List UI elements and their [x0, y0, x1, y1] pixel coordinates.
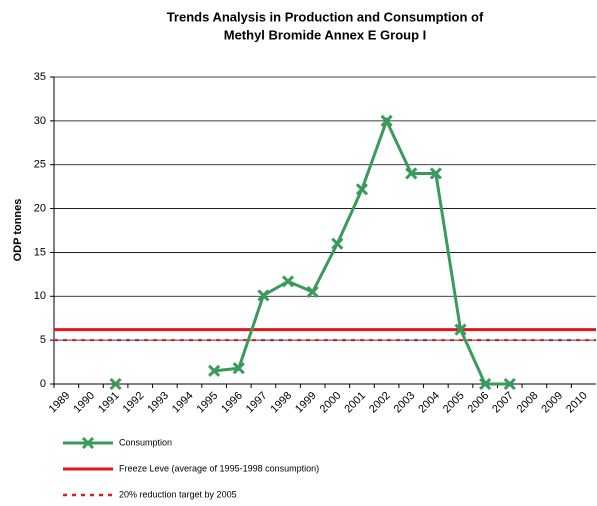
marker	[281, 275, 295, 288]
x-tick-label: 1996	[219, 390, 245, 416]
x-tick-label: 2008	[515, 390, 541, 416]
x-tick-label: 1992	[121, 390, 147, 416]
x-tick-label: 1993	[145, 390, 171, 416]
marker	[429, 167, 442, 180]
legend-label: 20% reduction target by 2005	[119, 489, 237, 499]
marker	[405, 167, 418, 180]
marker	[208, 364, 221, 377]
x-tick-label: 2006	[466, 390, 492, 416]
marker	[355, 183, 369, 196]
marker	[454, 323, 467, 336]
marker	[380, 114, 393, 127]
x-tick-label: 1995	[195, 390, 221, 416]
chart-title: Trends Analysis in Production and Consum…	[167, 9, 484, 24]
x-tick-label: 1989	[47, 390, 73, 416]
x-tick-label: 2010	[564, 390, 590, 416]
marker	[331, 237, 344, 250]
y-tick-label: 5	[40, 334, 46, 346]
legend-label: Consumption	[119, 437, 172, 447]
marker	[257, 289, 270, 302]
x-tick-label: 2004	[416, 390, 442, 416]
x-tick-label: 2001	[342, 390, 368, 416]
chart-title: Methyl Bromide Annex E Group I	[224, 27, 426, 42]
x-tick-label: 2000	[318, 390, 344, 416]
x-tick-label: 1999	[293, 390, 319, 416]
y-tick-label: 15	[34, 246, 46, 258]
y-tick-label: 35	[34, 71, 46, 83]
x-tick-label: 1998	[268, 390, 294, 416]
x-tick-label: 2005	[441, 390, 467, 416]
x-tick-label: 1991	[96, 390, 122, 416]
x-tick-label: 1994	[170, 390, 196, 416]
y-tick-label: 30	[34, 115, 46, 127]
marker	[479, 377, 492, 391]
marker	[503, 377, 516, 391]
y-tick-label: 0	[40, 378, 46, 390]
x-tick-label: 2009	[539, 390, 565, 416]
x-tick-label: 2002	[367, 390, 393, 416]
x-tick-label: 2003	[392, 390, 418, 416]
x-tick-label: 2007	[490, 390, 516, 416]
marker	[81, 436, 95, 450]
y-axis-title: ODP tonnes	[12, 199, 24, 262]
y-tick-label: 25	[34, 159, 46, 171]
y-tick-label: 20	[34, 202, 46, 214]
marker	[232, 362, 245, 375]
marker	[306, 285, 319, 298]
marker	[109, 377, 122, 391]
x-tick-label: 1997	[244, 390, 270, 416]
x-tick-label: 1990	[71, 390, 97, 416]
legend-label: Freeze Leve (average of 1995-1998 consum…	[119, 463, 319, 473]
y-tick-label: 10	[34, 290, 46, 302]
